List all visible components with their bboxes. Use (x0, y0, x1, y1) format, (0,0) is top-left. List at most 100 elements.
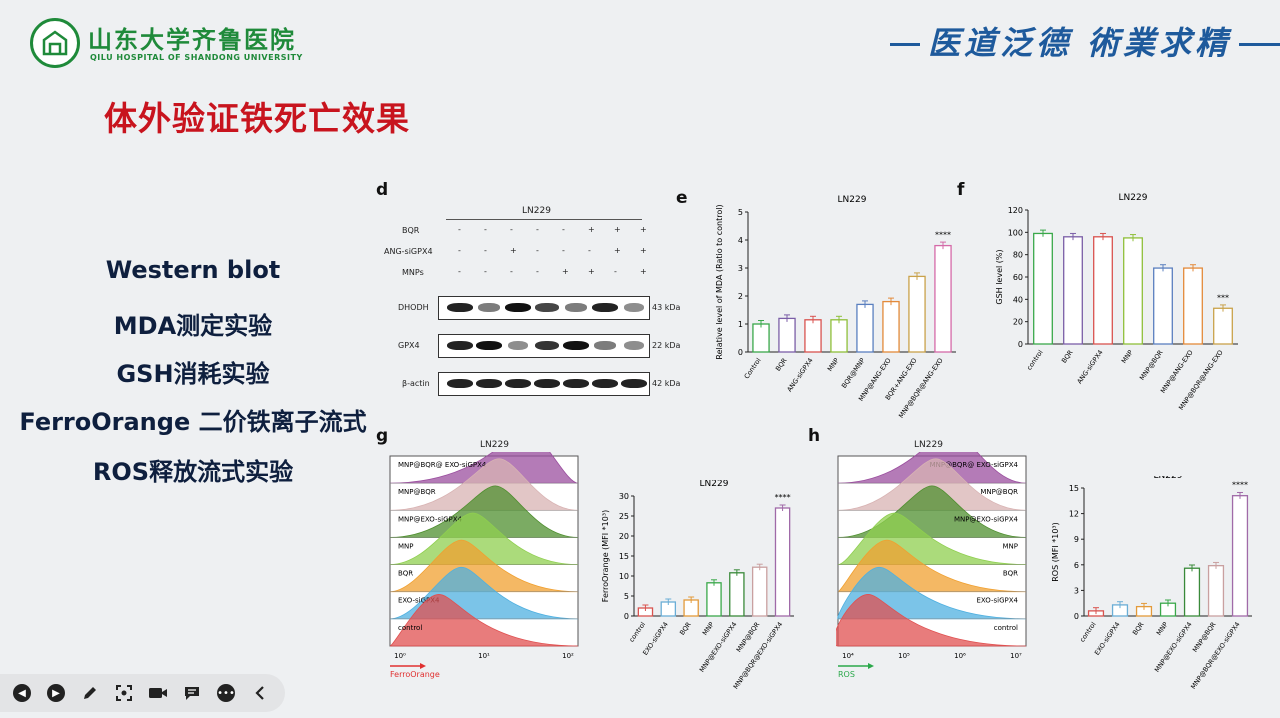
wb-protein-label: β-actin (402, 379, 430, 388)
bar (1033, 232, 1053, 345)
wb-band (447, 379, 473, 388)
x-tick-label: BQR@MNP (840, 356, 867, 389)
fullscreen-icon[interactable] (114, 683, 134, 703)
panel-letter-g: g (376, 426, 389, 446)
y-tick-label: 15 (619, 552, 629, 561)
wb-condition-sign: + (614, 225, 621, 234)
wb-condition-sign: - (536, 246, 539, 255)
significance-label: *** (1217, 293, 1229, 302)
bar (856, 303, 874, 353)
y-tick-label: 20 (619, 532, 629, 541)
wb-condition-sign: - (484, 246, 487, 255)
bar (1213, 307, 1233, 345)
bar (934, 244, 952, 353)
histogram-x-label: FerroOrange (390, 670, 440, 679)
histogram-axis-arrowhead (420, 663, 426, 669)
hospital-name-en: QILU HOSPITAL OF SHANDONG UNIVERSITY (90, 53, 303, 62)
y-tick-label: 6 (1074, 561, 1079, 570)
y-tick-label: 5 (624, 592, 629, 601)
y-tick-label: 3 (1074, 586, 1079, 595)
x-tick-label: MNP@BQR@EXO-siGPX4 (732, 621, 784, 690)
wb-condition-sign: - (458, 267, 461, 276)
y-tick-label: 120 (1008, 206, 1023, 215)
bar (1183, 267, 1203, 345)
histogram-row-label: MNP@EXO-siGPX4 (954, 515, 1019, 523)
bar (778, 317, 796, 353)
histogram-x-tick: 10⁴ (842, 652, 854, 660)
bar (706, 582, 722, 617)
wb-condition-sign: + (562, 267, 569, 276)
x-tick-label: MNP@BQR (1191, 620, 1218, 654)
y-tick-label: 15 (1069, 484, 1079, 493)
wb-condition-sign: - (510, 225, 513, 234)
x-tick-label: MNP@ANG-EXO (1159, 349, 1195, 395)
wb-band (476, 341, 502, 350)
hospital-logo-icon (42, 30, 68, 56)
wb-blot-strip (438, 372, 650, 396)
histogram-row-label: EXO-siGPX4 (398, 597, 440, 605)
significance-label: **** (935, 231, 951, 240)
bar (1183, 567, 1201, 617)
wb-condition-sign: + (588, 225, 595, 234)
x-tick-label: BQR (774, 356, 789, 373)
histogram-x-tick: 10⁷ (1010, 652, 1022, 660)
histogram-axis-arrowhead (868, 663, 874, 669)
histogram-row-label: MNP@EXO-siGPX4 (398, 515, 463, 523)
histogram-curve (389, 485, 579, 538)
x-tick-label: BQR (678, 620, 693, 637)
y-tick-label: 5 (738, 208, 743, 217)
y-tick-label: 4 (738, 236, 743, 245)
mda-bar-chart: LN229 0 1 2 3 4 5 Relative level of MDA (Ratio … (715, 195, 956, 420)
experiment-item: GSH消耗实验 (116, 360, 270, 388)
wb-condition-sign: - (614, 267, 617, 276)
previous-icon[interactable]: ◀ (12, 683, 32, 703)
bar (882, 300, 900, 353)
y-tick-label: 3 (738, 264, 743, 273)
wb-condition-sign: - (510, 267, 513, 276)
hist-g-title: LN229 (480, 440, 509, 450)
comment-icon[interactable] (182, 683, 202, 703)
wb-condition-sign: - (562, 225, 565, 234)
more-icon[interactable]: ••• (216, 683, 236, 703)
wb-condition-label: BQR (402, 226, 420, 235)
wb-condition-sign: - (536, 267, 539, 276)
ferroorange-histograms: MNP@BQR@ EXO-siGPX4 MNP@BQR MNP@EXO-siGPX4… (389, 452, 579, 679)
histogram-curve (836, 594, 1027, 647)
wb-band (592, 379, 618, 388)
histogram-row-label: MNP@BQR (398, 488, 436, 496)
wb-band (447, 341, 473, 350)
histogram-x-tick: 10⁵ (898, 652, 910, 660)
chart-title: LN229 (1119, 193, 1148, 203)
x-tick-label: MNP@BQR (1138, 348, 1165, 382)
y-tick-label: 10 (619, 572, 629, 581)
wb-kda-label: 42 kDa (652, 379, 681, 388)
wb-band (447, 303, 473, 312)
y-tick-label: 30 (619, 492, 629, 501)
pen-icon[interactable] (80, 683, 100, 703)
histogram-x-label: ROS (838, 670, 855, 679)
panel-letter-f: f (957, 180, 965, 200)
camera-icon[interactable] (148, 683, 168, 703)
wb-condition-sign: + (640, 225, 647, 234)
next-icon[interactable]: ▶ (46, 683, 66, 703)
histogram-row-label: control (994, 624, 1018, 632)
y-tick-label: 1 (738, 320, 743, 329)
significance-label: **** (775, 493, 791, 502)
bar (804, 319, 822, 353)
wb-condition-sign: + (510, 246, 517, 255)
histogram-x-tick: 10⁶ (954, 652, 966, 660)
collapse-icon[interactable] (250, 683, 270, 703)
chart-title: LN229 (838, 195, 867, 205)
wb-condition-sign: - (458, 225, 461, 234)
panel-letter-d: d (376, 180, 389, 200)
wb-band (505, 379, 531, 388)
y-tick-label: 60 (1013, 273, 1023, 282)
hist-h-title: LN229 (914, 440, 943, 450)
bar (1063, 236, 1083, 345)
wb-band (534, 341, 560, 350)
x-tick-label: ANG-siGPX4 (785, 357, 814, 394)
x-tick-label: MNP (1155, 620, 1170, 636)
ferroorange-bar-chart: LN229 0 5 10 15 20 25 30 FerroOrange (MFI *10³) c… (601, 480, 794, 690)
wb-condition-sign: + (640, 267, 647, 276)
slide-title: 体外验证铁死亡效果 (104, 99, 410, 138)
